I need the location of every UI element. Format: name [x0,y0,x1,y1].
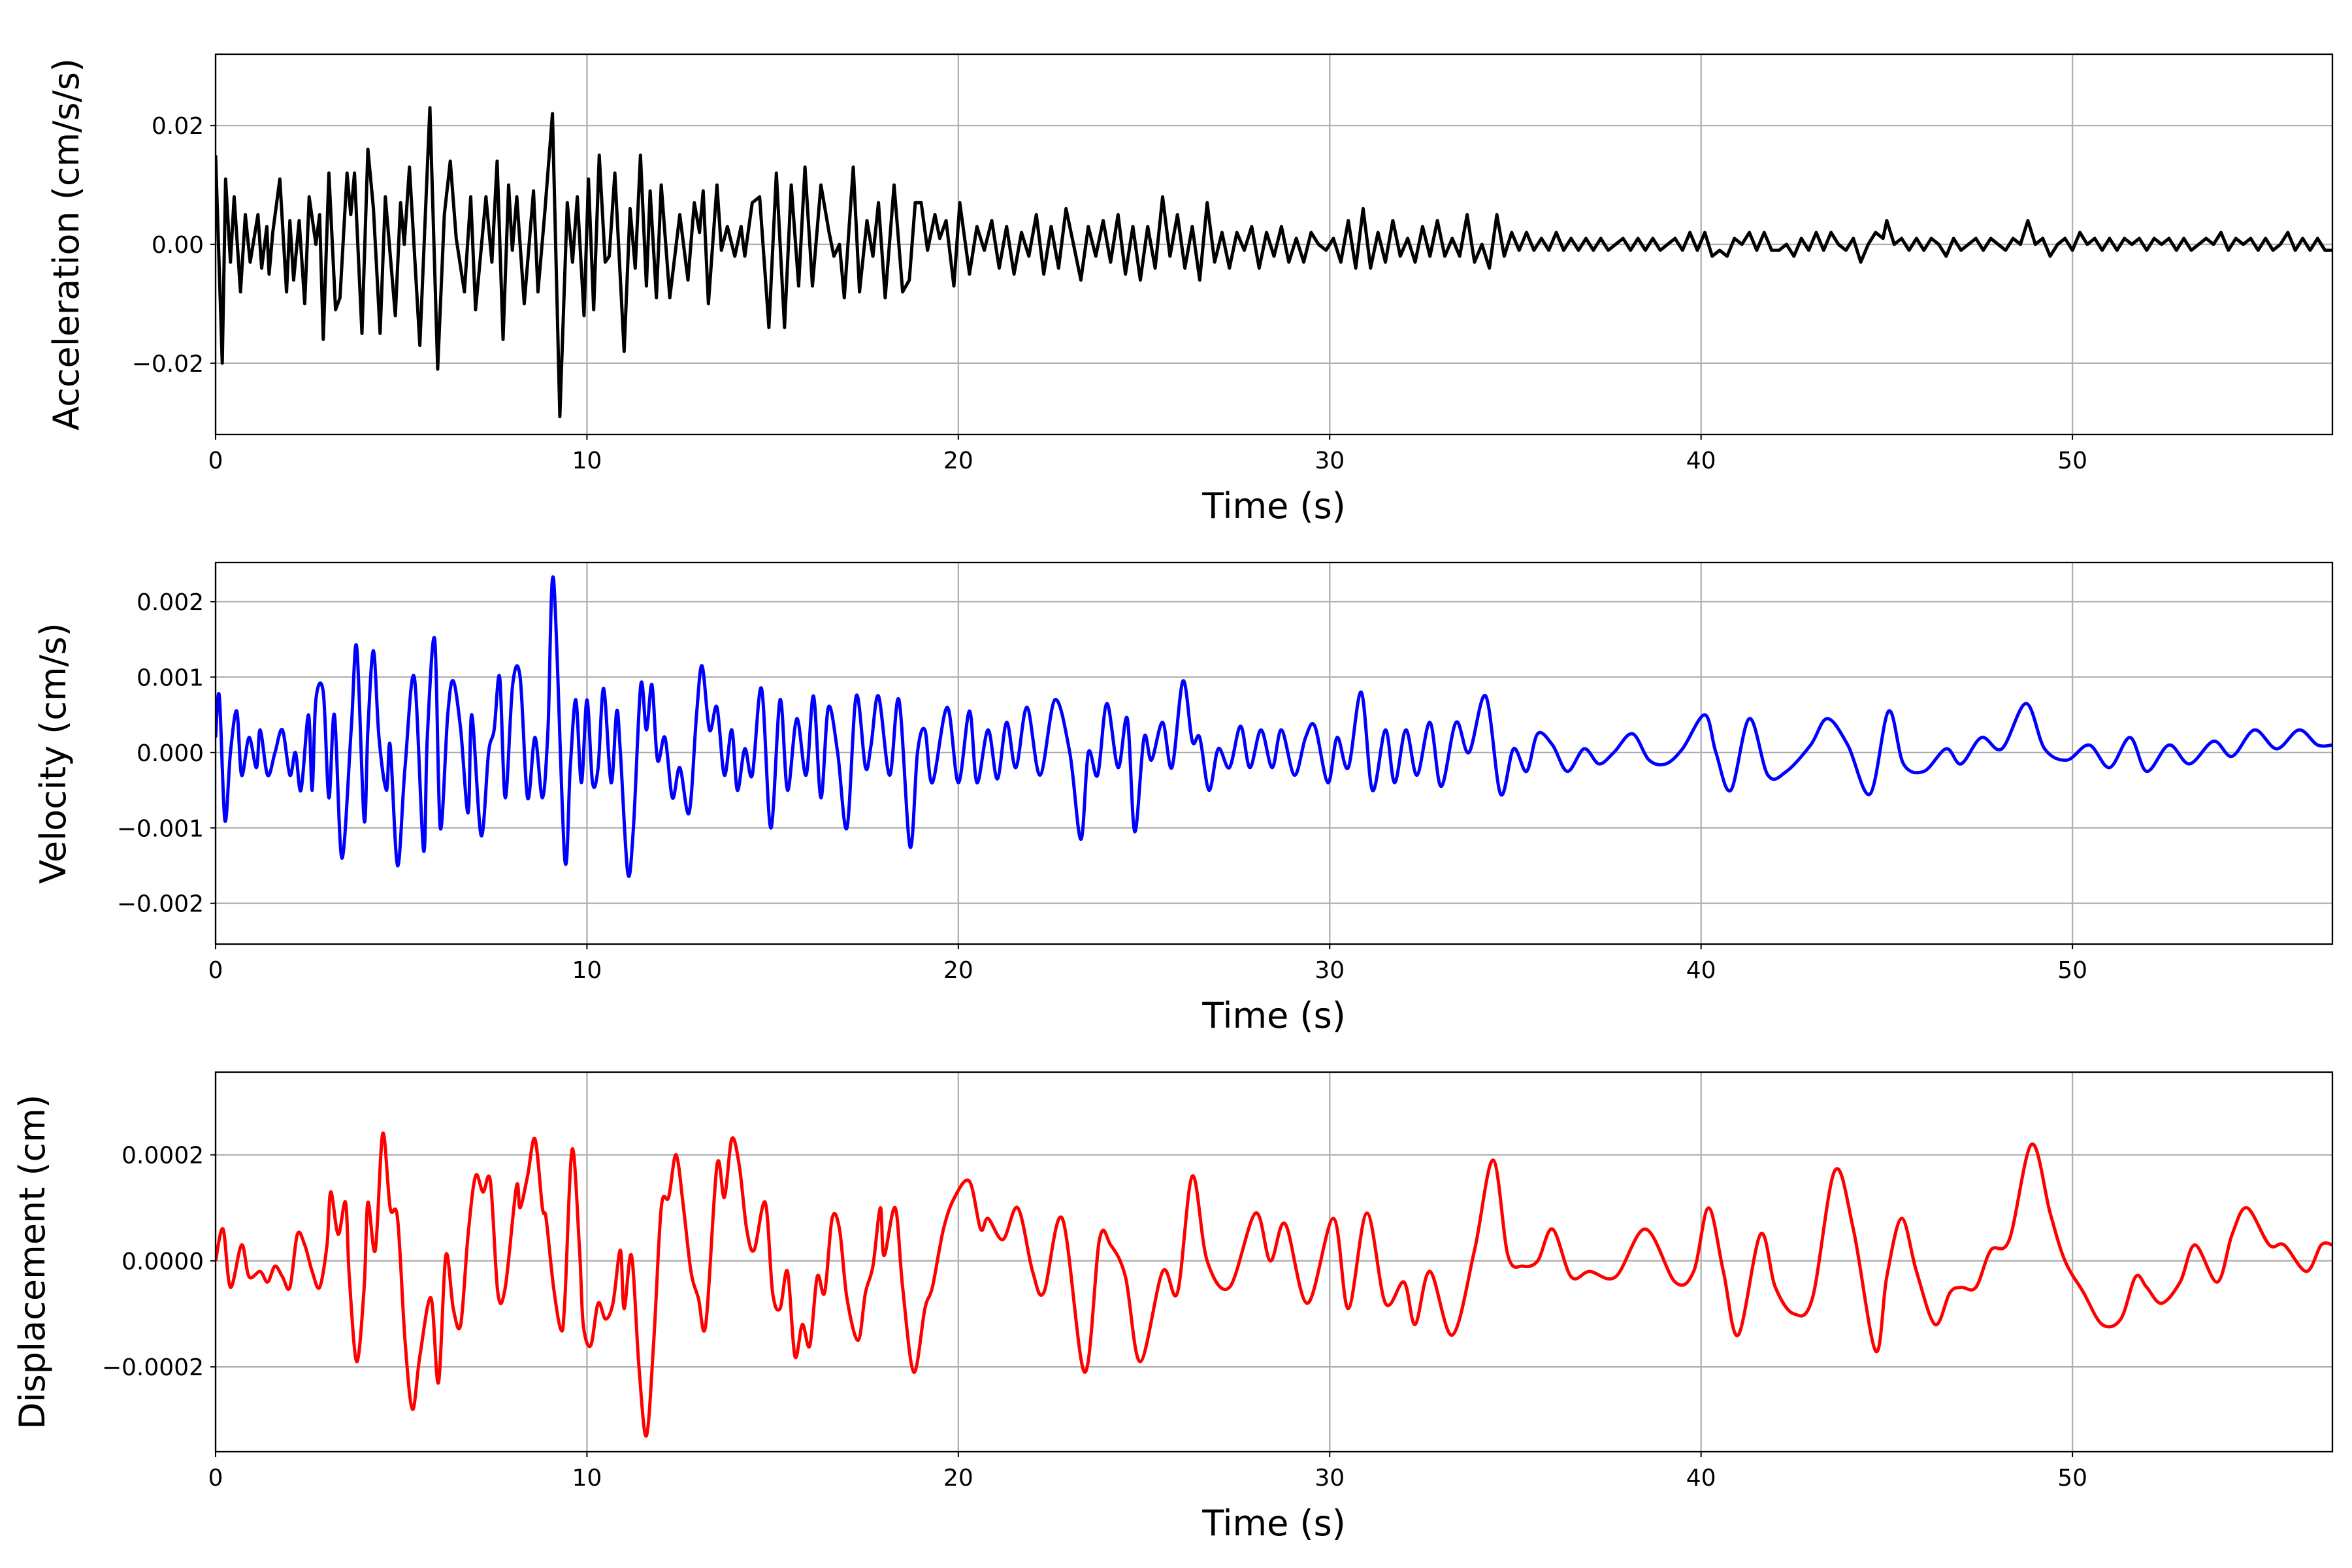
x-tick-label: 40 [1686,957,1716,984]
x-axis-label: Time (s) [1201,995,1346,1036]
y-tick-label: −0.0002 [102,1354,204,1381]
x-tick-label: 50 [2057,448,2087,474]
y-axis-label: Velocity (cm/s) [33,623,74,884]
x-tick-label: 10 [572,1465,602,1492]
axes-frame [214,561,2334,945]
x-tick-label: 0 [208,1465,223,1492]
series-line [216,106,2332,419]
y-tick-label: −0.002 [117,891,204,918]
y-tick-label: −0.001 [117,815,204,842]
y-tick-label: 0.002 [137,589,204,616]
x-tick-label: 0 [208,957,223,984]
y-tick-label: 0.0002 [122,1143,204,1169]
grid [214,1072,2332,1452]
y-tick-label: 0.000 [137,740,204,767]
x-axis-label: Time (s) [1201,1503,1346,1544]
x-tick-label: 0 [208,448,223,474]
x-tick-label: 10 [572,448,602,474]
displacement-axes: Displacement (cm) Time (s) 0 10 20 30 40 50 −0… [12,1071,2334,1544]
y-tick-label: −0.02 [132,351,204,378]
x-tick-label: 40 [1686,1465,1716,1492]
x-tick-label: 30 [1315,1465,1345,1492]
velocity-axes: Velocity (cm/s) Time (s) 0 10 20 30 40 50 −0.0… [33,561,2334,1036]
x-tick-label: 30 [1315,448,1345,474]
acceleration-axes: Acceleration (cm/s/s) Time (s) 0 10 20 30 40… [46,53,2334,527]
x-tick-label: 20 [943,1465,973,1492]
y-tick-label: 0.001 [137,664,204,691]
x-tick-label: 40 [1686,448,1716,474]
x-tick-label: 20 [943,448,973,474]
grid [214,563,2332,944]
y-tick-label: 0.00 [152,232,204,259]
series-line [216,575,2332,878]
y-axis-label: Displacement (cm) [12,1094,53,1429]
x-tick-label: 50 [2057,957,2087,984]
series-line [216,1132,2332,1438]
x-tick-label: 20 [943,957,973,984]
y-tick-label: 0.0000 [122,1249,204,1275]
x-tick-label: 50 [2057,1465,2087,1492]
x-tick-label: 30 [1315,957,1345,984]
x-axis-label: Time (s) [1201,485,1346,527]
axes-frame [214,53,2334,436]
y-tick-label: 0.02 [152,113,204,140]
y-axis-label: Acceleration (cm/s/s) [46,58,87,431]
x-tick-label: 10 [572,957,602,984]
axes-frame [214,1071,2334,1453]
